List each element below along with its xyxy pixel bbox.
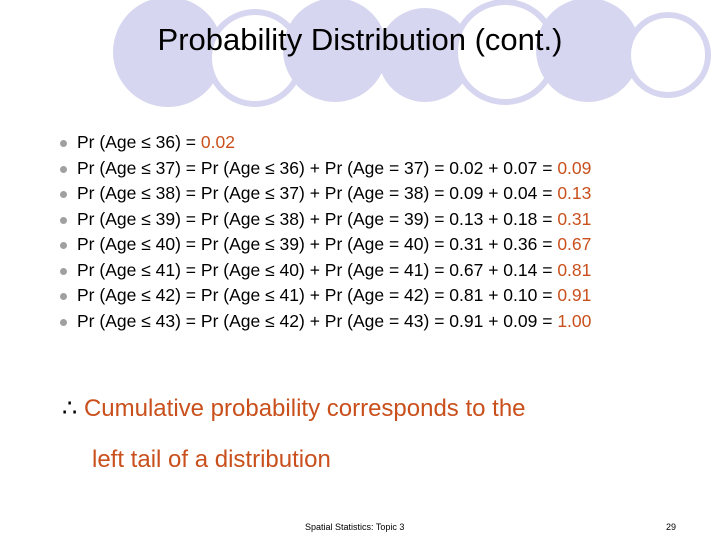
deco-circle <box>536 0 640 102</box>
deco-circle <box>283 0 387 102</box>
result: 0.09 <box>557 157 592 178</box>
conclusion-line: ∴ Cumulative probability corresponds to … <box>62 394 526 423</box>
bullet-item: Pr (Age ≤ 43) = Pr (Age ≤ 42) + Pr (Age … <box>60 309 710 335</box>
deco-circle <box>113 0 223 107</box>
expression-line: Pr (Age ≤ 42) = Pr (Age ≤ 41) + Pr (Age … <box>77 283 591 309</box>
expression-line: Pr (Age ≤ 38) = Pr (Age ≤ 37) + Pr (Age … <box>77 181 591 207</box>
expression: Pr (Age ≤ 43) = Pr (Age ≤ 42) + Pr (Age … <box>77 310 553 331</box>
bullet-item: Pr (Age ≤ 38) = Pr (Age ≤ 37) + Pr (Age … <box>60 181 710 207</box>
bullet-dot <box>60 165 67 173</box>
bullet-dot <box>60 216 67 224</box>
expression: Pr (Age ≤ 39) = Pr (Age ≤ 38) + Pr (Age … <box>77 208 553 229</box>
result: 0.13 <box>557 183 592 203</box>
expression-line: Pr (Age ≤ 40) = Pr (Age ≤ 39) + Pr (Age … <box>77 232 591 258</box>
bullet-item: Pr (Age ≤ 42) = Pr (Age ≤ 41) + Pr (Age … <box>60 283 710 309</box>
footer-text: Spatial Statistics: Topic 3 <box>305 522 405 532</box>
expression-line: Pr (Age ≤ 36) = 0.02 <box>77 130 235 156</box>
expression-line: Pr (Age ≤ 37) = Pr (Age ≤ 36) + Pr (Age … <box>77 156 591 182</box>
deco-circle <box>378 8 472 102</box>
result: 0.91 <box>557 285 592 305</box>
page-number: 29 <box>666 522 677 532</box>
result: 0.67 <box>557 234 592 254</box>
conclusion-text: Cumulative probability corresponds to th… <box>83 395 526 422</box>
bullet-item: Pr (Age ≤ 37) = Pr (Age ≤ 36) + Pr (Age … <box>60 156 710 182</box>
bullet-dot <box>60 140 67 147</box>
bullet-dot <box>60 191 67 198</box>
bullet-item: Pr (Age ≤ 39) = Pr (Age ≤ 38) + Pr (Age … <box>60 207 710 233</box>
expression-line: Pr (Age ≤ 41) = Pr (Age ≤ 40) + Pr (Age … <box>77 258 591 284</box>
expression: Pr (Age ≤ 41) = Pr (Age ≤ 40) + Pr (Age … <box>77 259 553 280</box>
expression: Pr (Age ≤ 37) = Pr (Age ≤ 36) + Pr (Age … <box>77 157 553 178</box>
result: 0.31 <box>557 208 592 229</box>
bullet-item: Pr (Age ≤ 36) = 0.02 <box>60 130 710 156</box>
bullet-dot <box>60 267 67 275</box>
therefore-symbol: ∴ <box>62 395 78 422</box>
bullet-item: Pr (Age ≤ 41) = Pr (Age ≤ 40) + Pr (Age … <box>60 258 710 284</box>
expression-line: Pr (Age ≤ 43) = Pr (Age ≤ 42) + Pr (Age … <box>77 309 591 335</box>
result: 1.00 <box>557 310 592 331</box>
conclusion-line: left tail of a distribution <box>92 446 331 473</box>
expression: Pr (Age ≤ 38) = Pr (Age ≤ 37) + Pr (Age … <box>77 183 553 203</box>
expression: Pr (Age ≤ 40) = Pr (Age ≤ 39) + Pr (Age … <box>77 234 553 254</box>
bullet-dot <box>60 242 67 249</box>
deco-circle <box>625 12 711 98</box>
result: 0.81 <box>557 259 592 280</box>
expression: Pr (Age ≤ 42) = Pr (Age ≤ 41) + Pr (Age … <box>77 285 553 305</box>
decoration <box>113 0 711 107</box>
bullet-dot <box>60 293 67 300</box>
bullet-item: Pr (Age ≤ 40) = Pr (Age ≤ 39) + Pr (Age … <box>60 232 710 258</box>
expression: Pr (Age ≤ 36) = <box>77 132 197 152</box>
bullet-dot <box>60 318 67 326</box>
result: 0.02 <box>200 132 235 152</box>
slide-title: Probability Distribution (cont.) <box>157 22 563 57</box>
expression-line: Pr (Age ≤ 39) = Pr (Age ≤ 38) + Pr (Age … <box>77 207 591 233</box>
bullet-list: Pr (Age ≤ 36) = 0.02 Pr (Age ≤ 37) = Pr (… <box>60 130 710 334</box>
